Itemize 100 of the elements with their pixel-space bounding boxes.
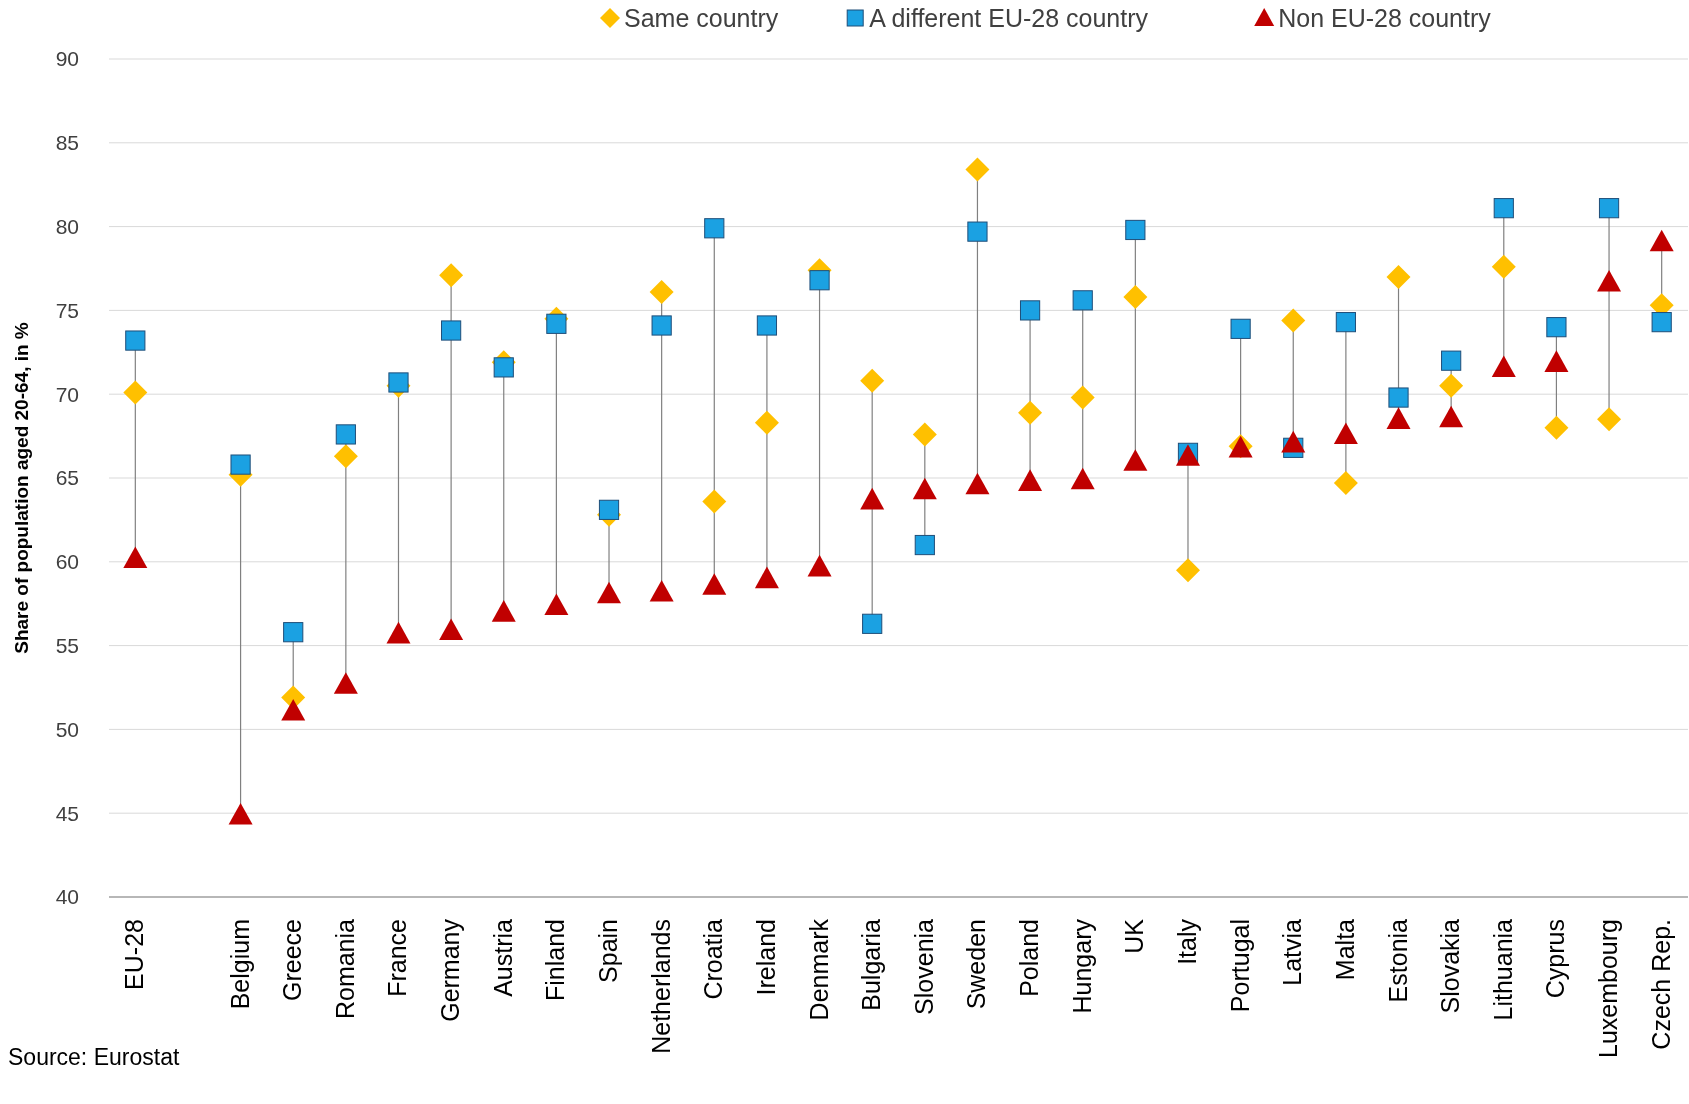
x-tick-label: Romania [330, 918, 359, 1020]
point [1544, 350, 1569, 372]
y-tick-label: 65 [55, 466, 79, 490]
legend-label: Non EU-28 country [1278, 3, 1492, 32]
x-tick-label: Cyprus [1541, 919, 1570, 999]
x-tick-label: Slovakia [1436, 918, 1465, 1014]
point [388, 372, 409, 393]
point [333, 672, 358, 694]
point [1125, 219, 1146, 241]
point [1123, 449, 1148, 471]
y-tick-label: 60 [55, 550, 79, 574]
x-tick-label: Ireland [751, 919, 780, 996]
point [860, 487, 885, 510]
point [1598, 198, 1620, 219]
point [439, 263, 464, 288]
point [967, 221, 988, 242]
point [1070, 467, 1095, 490]
point [598, 499, 620, 520]
x-tick-label: UK [1120, 918, 1149, 954]
x-tick-label: Germany [436, 918, 465, 1022]
x-tick-label: Italy [1172, 918, 1201, 965]
point [123, 380, 148, 405]
point [914, 534, 935, 556]
point [1439, 373, 1464, 398]
x-tick-label: Czech Rep. [1646, 919, 1675, 1050]
point [862, 613, 883, 634]
point [1230, 318, 1251, 339]
x-tick-label: Poland [1015, 919, 1044, 997]
point [1175, 558, 1200, 583]
point [333, 444, 358, 469]
point [1281, 430, 1306, 453]
point [283, 622, 304, 643]
y-tick-label: 55 [55, 633, 79, 657]
point [493, 357, 514, 378]
point [546, 313, 567, 334]
point [809, 270, 830, 291]
point [1546, 317, 1567, 338]
point [965, 157, 990, 182]
point [230, 454, 251, 475]
y-axis-title: Share of population aged 20-64, in % [11, 322, 32, 654]
point [1019, 300, 1041, 321]
y-tick-label: 75 [55, 298, 79, 322]
point [649, 279, 674, 304]
y-tick-label: 40 [55, 885, 79, 909]
point [965, 472, 990, 495]
point [702, 573, 727, 595]
x-tick-label: Portugal [1225, 919, 1254, 1013]
point [1018, 469, 1043, 491]
point [1386, 407, 1411, 429]
y-tick-label: 85 [55, 131, 79, 155]
point [544, 593, 569, 615]
point [860, 368, 885, 393]
point [1597, 269, 1622, 292]
x-tick-label: Luxembourg [1594, 919, 1623, 1058]
point [1072, 290, 1093, 311]
point [123, 546, 148, 569]
point [1333, 471, 1358, 496]
point [1123, 284, 1148, 309]
point [1544, 415, 1569, 440]
x-tick-label: Hungary [1067, 918, 1096, 1014]
x-tick-label: Malta [1330, 918, 1359, 981]
y-tick-label: 90 [55, 47, 79, 71]
point [754, 410, 779, 435]
source-note: Source: Eurostat [8, 1044, 180, 1070]
point [228, 802, 253, 825]
point [335, 424, 356, 445]
x-tick-label: EU-28 [120, 919, 149, 990]
x-tick-label: Latvia [1278, 918, 1307, 986]
point [702, 489, 727, 514]
x-tick-label: Finland [541, 919, 570, 1001]
point [441, 320, 462, 341]
point [912, 477, 937, 500]
point [597, 581, 622, 604]
point [704, 218, 725, 239]
point [1333, 422, 1358, 445]
x-tick-label: Croatia [699, 918, 728, 1000]
x-tick-label: Austria [488, 918, 517, 997]
point [912, 422, 937, 447]
y-tick-label: 50 [55, 717, 79, 741]
point [807, 554, 832, 577]
x-tick-label: Slovenia [909, 918, 938, 1015]
x-tick-label: Netherlands [646, 919, 675, 1054]
point [1597, 407, 1622, 432]
point [1491, 254, 1516, 279]
point [1649, 229, 1674, 252]
point [1493, 198, 1514, 219]
point [125, 330, 146, 351]
x-tick-label: Spain [594, 919, 623, 983]
point [1281, 308, 1306, 333]
x-tick-label: Belgium [225, 919, 254, 1010]
point [281, 698, 306, 721]
point [651, 315, 672, 336]
point [649, 579, 674, 602]
point [1070, 385, 1095, 410]
point [1439, 405, 1464, 428]
point [1018, 400, 1043, 425]
x-tick-label: Sweden [962, 919, 991, 1010]
point [491, 600, 516, 622]
x-tick-label: Denmark [804, 918, 833, 1021]
y-tick-label: 45 [55, 801, 79, 825]
